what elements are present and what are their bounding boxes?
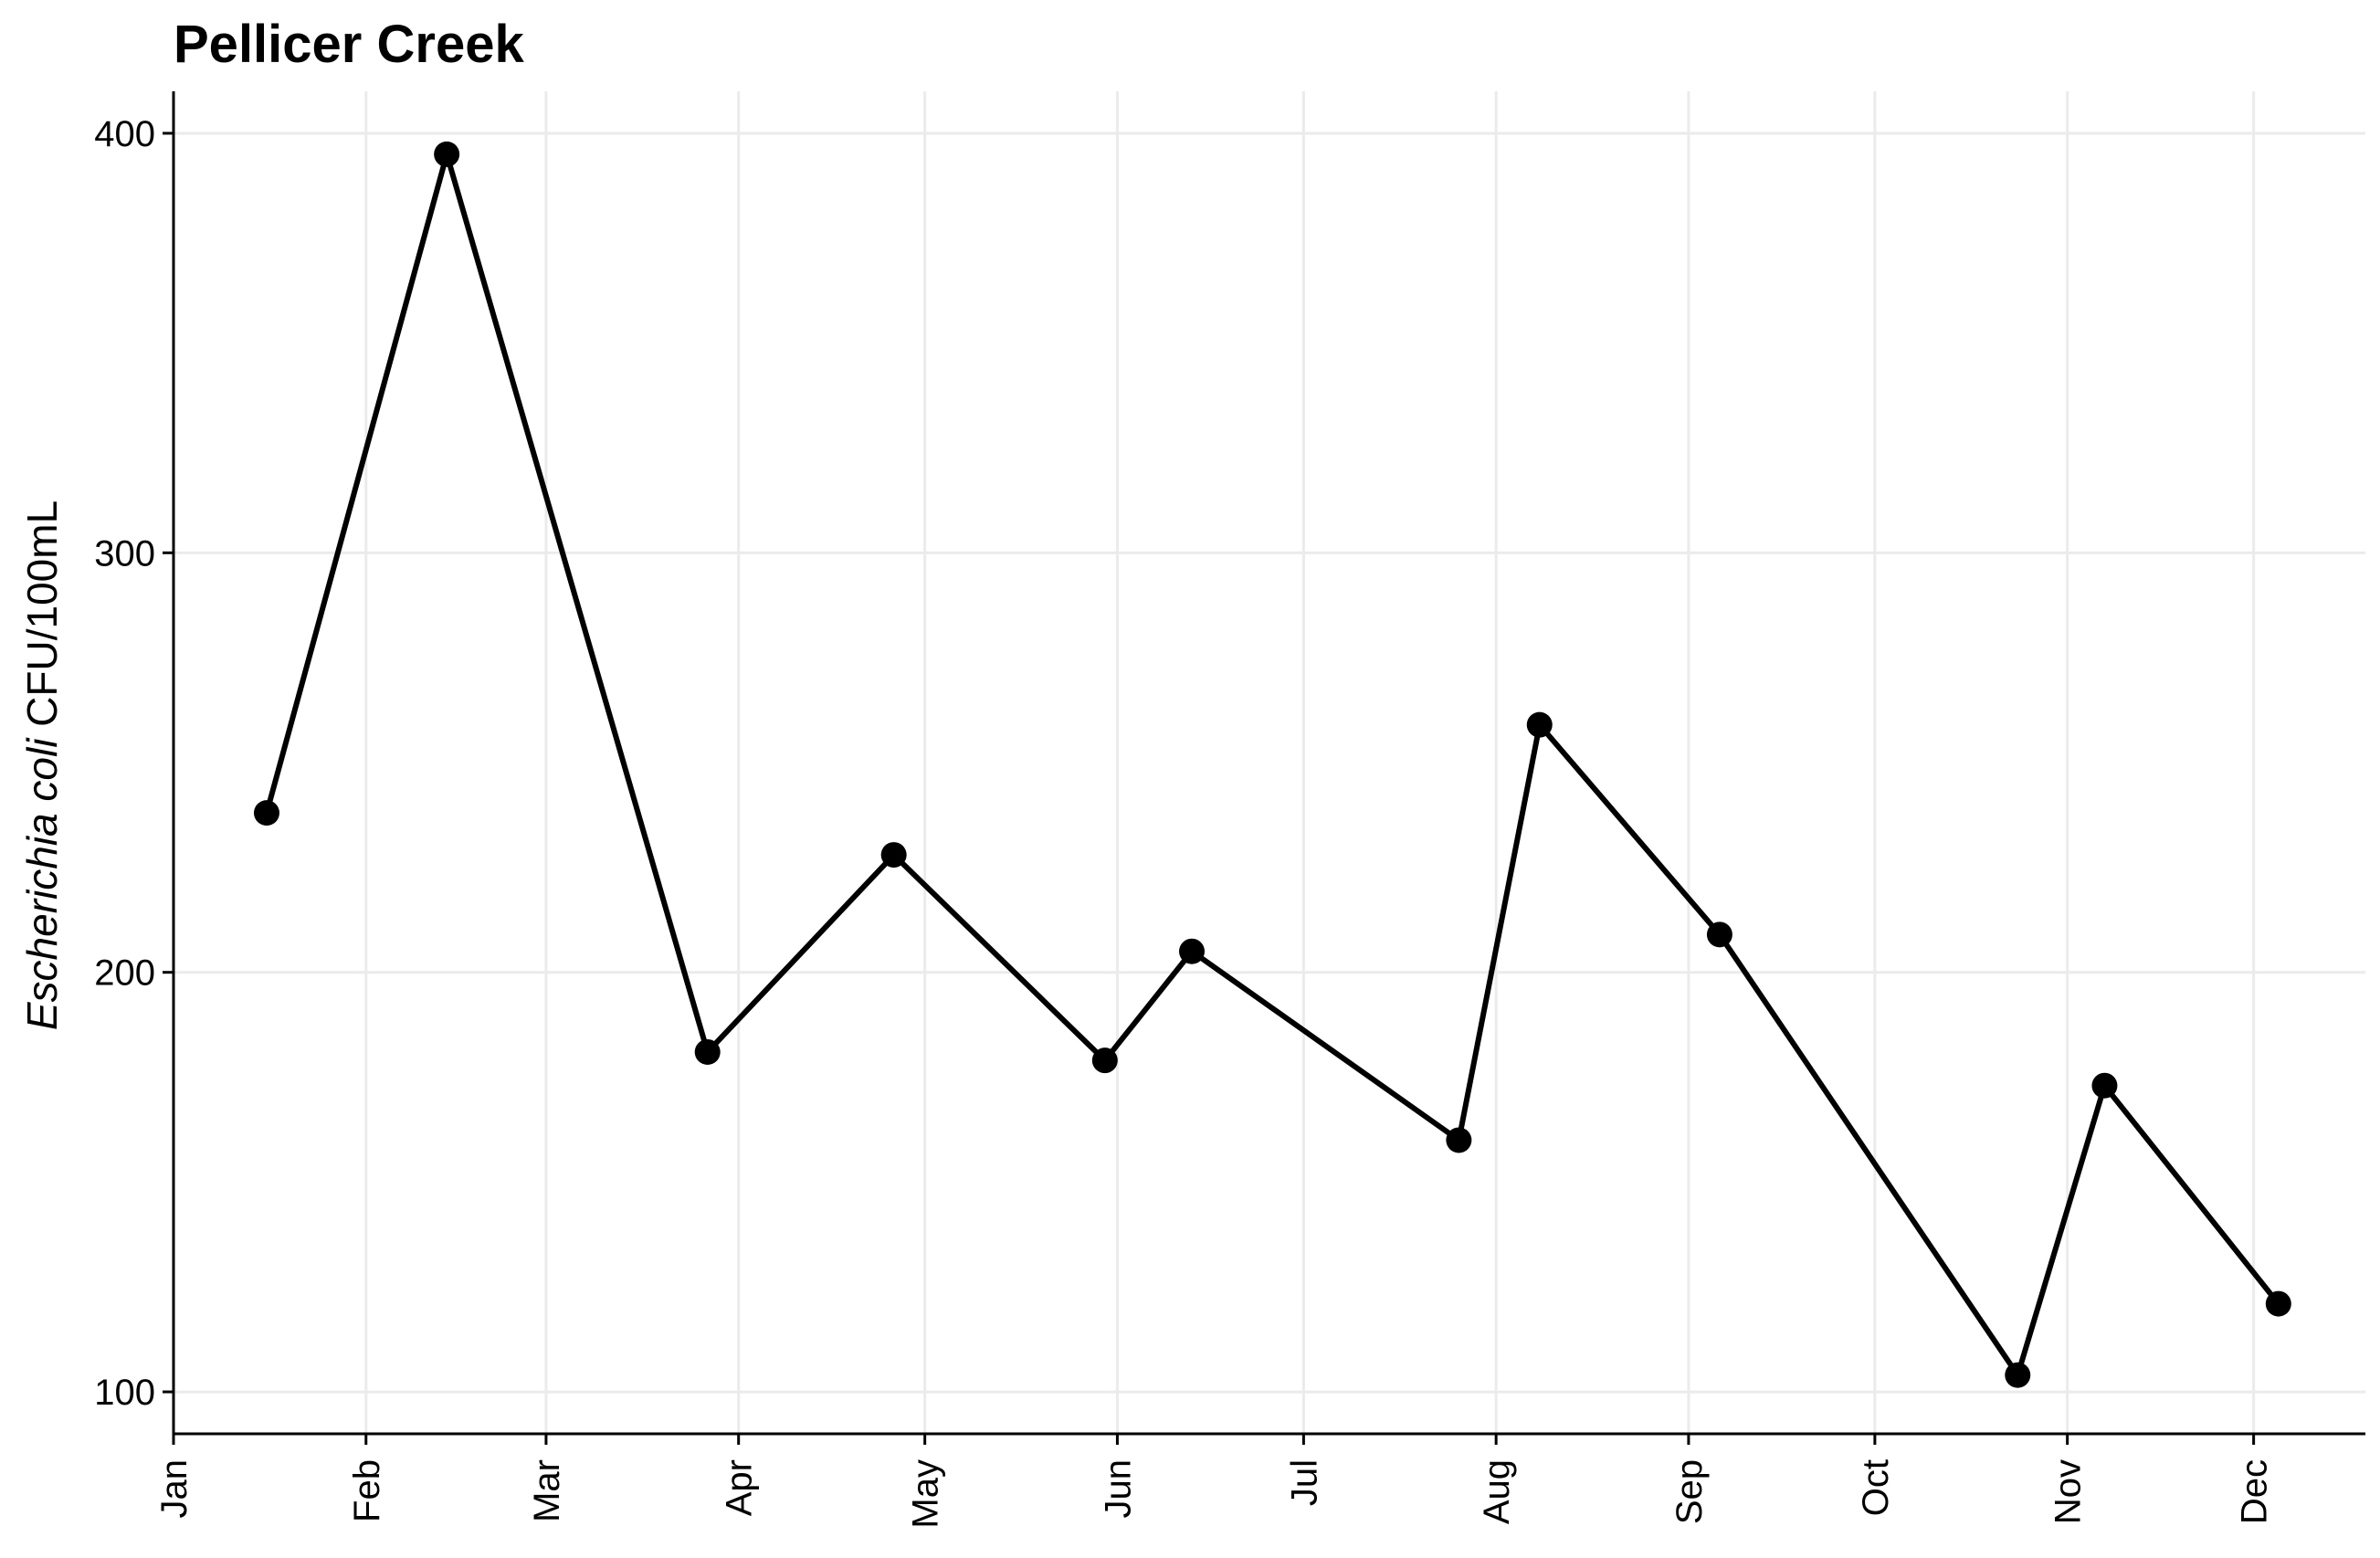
x-tick-label: Nov — [2048, 1459, 2089, 1524]
y-tick-label: 100 — [94, 1373, 155, 1413]
x-tick-label: Jul — [1284, 1459, 1324, 1506]
data-point — [1179, 938, 1206, 964]
x-tick-label: Oct — [1856, 1459, 1896, 1516]
y-axis-title-rest: CFU/100mL — [18, 500, 66, 739]
series — [253, 141, 2291, 1388]
data-point — [1091, 1047, 1118, 1074]
x-tick-label: Aug — [1477, 1459, 1517, 1524]
y-tick-label: 300 — [94, 533, 155, 574]
x-tick-label: Feb — [347, 1459, 387, 1522]
chart-title: Pellicer Creek — [174, 15, 524, 74]
y-axis-title-italic: Escherichia coli — [18, 737, 66, 1030]
x-tick-label: Jan — [154, 1459, 195, 1519]
data-point — [1706, 921, 1732, 948]
data-point — [1526, 711, 1553, 738]
y-tick-label: 200 — [94, 953, 155, 994]
grid-lines — [172, 91, 2365, 1434]
tick-labels: 100 200 300 400 Jan Feb Mar Apr May Jun Jul Aug Sep O… — [94, 114, 2274, 1529]
series-line — [264, 151, 2281, 1378]
data-point — [2005, 1362, 2031, 1388]
data-point — [694, 1038, 721, 1065]
axes — [163, 91, 2365, 1445]
data-point — [1446, 1127, 1472, 1153]
x-tick-label: Mar — [527, 1459, 567, 1522]
data-point — [2091, 1072, 2118, 1099]
data-point — [2265, 1290, 2291, 1317]
data-point — [253, 800, 279, 826]
data-point — [880, 842, 907, 868]
x-tick-label: Apr — [720, 1459, 760, 1516]
y-tick-label: 400 — [94, 114, 155, 154]
x-tick-label: Sep — [1669, 1459, 1710, 1524]
y-axis-title: Escherichia coli CFU/100mL — [18, 500, 66, 1030]
x-tick-label: Dec — [2235, 1459, 2275, 1524]
data-point — [434, 141, 460, 167]
x-tick-label: May — [906, 1459, 946, 1529]
x-tick-label: Jun — [1098, 1459, 1138, 1519]
